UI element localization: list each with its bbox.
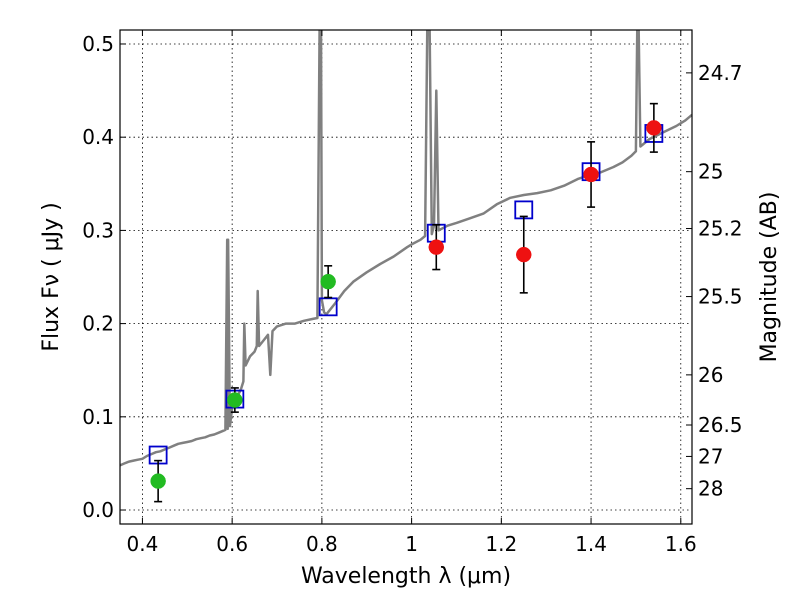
magnitude-tick-label: 25 [698,160,723,184]
axis-ticks: 0.4 0.6 0.8 1 1.2 1.4 1.6 0.0 0.1 0.2 0.3 0.4 0.5 24.… [82,30,743,556]
x-tick-label: 1 [405,532,418,556]
y-tick-label: 0.1 [82,405,114,429]
y-tick-label: 0.4 [82,125,114,149]
magnitude-tick-label: 27 [698,444,723,468]
x-tick-label: 0.4 [127,532,159,556]
x-tick-label: 0.8 [306,532,338,556]
optical-photometry-point [150,473,166,489]
y-tick-label: 0.5 [82,32,114,56]
x-tick-label: 1.4 [575,532,607,556]
y-tick-label: 0.3 [82,218,114,242]
magnitude-tick-label: 24.7 [698,61,743,85]
x-tick-label: 1.6 [665,532,697,556]
nir-photometry-point [583,166,599,183]
magnitude-tick-label: 26.5 [698,413,743,437]
nir-photometry-point [646,120,662,136]
magnitude-tick-label: 25.5 [698,285,743,309]
x-tick-label: 1.2 [485,532,517,556]
magnitude-tick-label: 28 [698,477,723,501]
model-photometry-square [318,297,338,317]
nir-photometry-point [428,239,445,255]
y-axis-label: Flux Fν ( μJy ) [39,202,64,351]
magnitude-tick-label: 26 [698,363,723,387]
magnitude-axis-label: Magnitude (AB) [757,192,782,363]
sed-spectrum-line [120,30,692,467]
plot-frame [119,29,693,525]
plot-area [120,30,692,503]
nir-photometry-point [516,246,532,263]
magnitude-tick-label: 25.2 [698,217,743,241]
x-tick-label: 0.6 [216,532,248,556]
y-tick-label: 0.2 [82,312,114,336]
y-tick-label: 0.0 [82,498,114,522]
optical-photometry-point [227,392,243,408]
x-axis-label: Wavelength λ (μm) [301,564,511,589]
optical-photometry-point [320,273,336,290]
